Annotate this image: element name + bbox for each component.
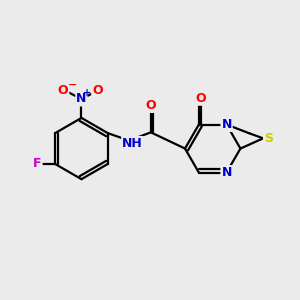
Text: −: − — [68, 80, 77, 89]
Text: NH: NH — [122, 137, 143, 150]
Text: N: N — [221, 118, 232, 131]
Text: +: + — [83, 88, 92, 98]
Text: S: S — [264, 132, 273, 145]
Text: N: N — [221, 166, 232, 179]
Text: O: O — [195, 92, 206, 105]
Text: O: O — [58, 84, 68, 97]
Text: N: N — [76, 92, 87, 106]
Text: F: F — [33, 158, 42, 170]
Text: O: O — [146, 99, 156, 112]
Text: O: O — [92, 84, 103, 97]
